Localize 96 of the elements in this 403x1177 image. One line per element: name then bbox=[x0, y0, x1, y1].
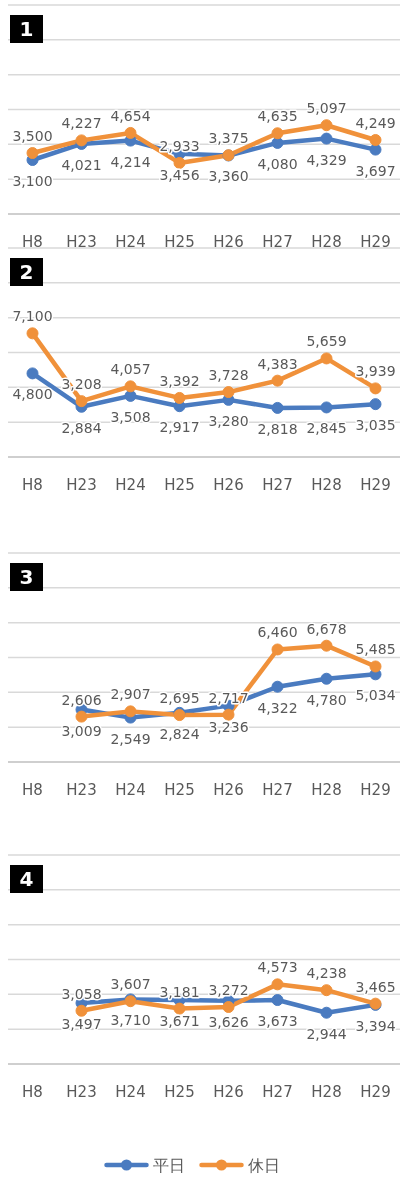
data-label: 3,710 bbox=[110, 1012, 151, 1029]
data-label: 2,884 bbox=[61, 419, 102, 436]
data-label: 3,009 bbox=[61, 722, 102, 739]
data-label: 4,780 bbox=[306, 691, 347, 708]
data-label: 2,606 bbox=[61, 691, 102, 708]
data-label: 4,635 bbox=[257, 108, 298, 125]
x-tick-label: H28 bbox=[311, 233, 342, 251]
data-label: 6,460 bbox=[257, 624, 298, 641]
data-label: 2,845 bbox=[306, 420, 347, 437]
x-tick-label: H24 bbox=[115, 233, 146, 251]
data-label: 3,035 bbox=[355, 417, 396, 434]
data-label: 5,485 bbox=[355, 641, 396, 658]
data-label: 2,818 bbox=[257, 420, 298, 437]
data-label: 3,360 bbox=[208, 168, 249, 185]
text: 3 bbox=[19, 565, 34, 589]
x-tick-label: H23 bbox=[66, 476, 97, 494]
x-tick-label: H23 bbox=[66, 1083, 97, 1101]
data-label: 3,392 bbox=[159, 372, 200, 389]
data-label: 3,456 bbox=[159, 166, 200, 183]
data-label: 3,465 bbox=[355, 978, 396, 995]
data-label: 4,057 bbox=[110, 361, 151, 378]
data-label: 3,500 bbox=[12, 128, 53, 145]
x-tick-label: H29 bbox=[360, 1083, 391, 1101]
x-tick-label: H27 bbox=[262, 476, 293, 494]
data-label: 2,917 bbox=[159, 419, 200, 436]
x-tick-label: H29 bbox=[360, 233, 391, 251]
x-tick-label: H8 bbox=[22, 233, 43, 251]
x-tick-label: H24 bbox=[115, 781, 146, 799]
data-label: 3,058 bbox=[61, 985, 102, 1002]
data-label: 3,100 bbox=[12, 173, 53, 190]
data-label: 2,695 bbox=[159, 690, 200, 707]
data-label: 4,573 bbox=[257, 959, 298, 976]
data-label: 2,933 bbox=[159, 137, 200, 154]
x-tick-label: H27 bbox=[262, 233, 293, 251]
x-tick-label: H8 bbox=[22, 1083, 43, 1101]
x-tick-label: H29 bbox=[360, 781, 391, 799]
x-tick-label: H26 bbox=[213, 781, 244, 799]
data-label: 3,272 bbox=[208, 982, 249, 999]
data-label: 3,626 bbox=[208, 1013, 249, 1030]
text: 1 bbox=[19, 17, 34, 41]
data-label: 4,654 bbox=[110, 107, 151, 124]
data-label: 3,671 bbox=[159, 1013, 200, 1030]
data-label: 3,607 bbox=[110, 976, 151, 993]
data-label: 6,678 bbox=[306, 620, 347, 637]
data-label: 4,214 bbox=[110, 153, 151, 170]
data-label: 4,021 bbox=[61, 156, 102, 173]
data-label: 3,280 bbox=[208, 412, 249, 429]
data-label: 2,907 bbox=[110, 686, 151, 703]
data-label: 4,227 bbox=[61, 115, 102, 132]
data-label: 3,181 bbox=[159, 983, 200, 1000]
x-tick-label: H8 bbox=[22, 476, 43, 494]
data-label: 3,673 bbox=[257, 1013, 298, 1030]
x-tick-label: H25 bbox=[164, 476, 195, 494]
data-label: 3,939 bbox=[355, 363, 396, 380]
data-label: 3,728 bbox=[208, 367, 249, 384]
data-label: 2,549 bbox=[110, 730, 151, 747]
data-label: 4,383 bbox=[257, 355, 298, 372]
data-label: 7,100 bbox=[12, 308, 53, 325]
x-tick-label: H23 bbox=[66, 781, 97, 799]
data-label: 5,097 bbox=[306, 100, 347, 117]
x-tick-label: H24 bbox=[115, 1083, 146, 1101]
x-tick-label: H23 bbox=[66, 233, 97, 251]
x-tick-label: H24 bbox=[115, 476, 146, 494]
x-tick-label: H25 bbox=[164, 1083, 195, 1101]
data-label: 4,329 bbox=[306, 151, 347, 168]
x-tick-label: H27 bbox=[262, 1083, 293, 1101]
data-label: 5,659 bbox=[306, 333, 347, 350]
legend-label: 平日 bbox=[152, 1156, 185, 1175]
data-label: 3,697 bbox=[355, 162, 396, 179]
x-tick-label: H8 bbox=[22, 781, 43, 799]
data-label: 4,249 bbox=[355, 115, 396, 131]
x-tick-label: H27 bbox=[262, 781, 293, 799]
x-tick-label: H28 bbox=[311, 781, 342, 799]
text: 2 bbox=[19, 260, 34, 284]
x-tick-label: H25 bbox=[164, 781, 195, 799]
data-label: 3,394 bbox=[355, 1017, 396, 1034]
data-label: 3,236 bbox=[208, 718, 249, 735]
x-tick-label: H28 bbox=[311, 476, 342, 494]
x-tick-label: H28 bbox=[311, 1083, 342, 1101]
x-tick-label: H25 bbox=[164, 233, 195, 251]
text: 4 bbox=[19, 867, 34, 891]
data-label: 3,497 bbox=[61, 1016, 102, 1033]
data-label: 2,824 bbox=[159, 725, 200, 742]
x-tick-label: H26 bbox=[213, 1083, 244, 1101]
data-label: 4,238 bbox=[306, 965, 347, 982]
x-tick-label: H26 bbox=[213, 476, 244, 494]
data-label: 4,800 bbox=[12, 386, 53, 403]
data-label: 2,944 bbox=[306, 1025, 347, 1042]
legend-label: 休日 bbox=[247, 1156, 280, 1175]
data-label: 4,322 bbox=[257, 699, 298, 716]
x-tick-label: H26 bbox=[213, 233, 244, 251]
data-label: 4,080 bbox=[257, 155, 298, 172]
data-label: 3,375 bbox=[208, 130, 249, 147]
x-tick-label: H29 bbox=[360, 476, 391, 494]
data-label: 3,508 bbox=[110, 408, 151, 425]
data-label: 5,034 bbox=[355, 687, 396, 704]
